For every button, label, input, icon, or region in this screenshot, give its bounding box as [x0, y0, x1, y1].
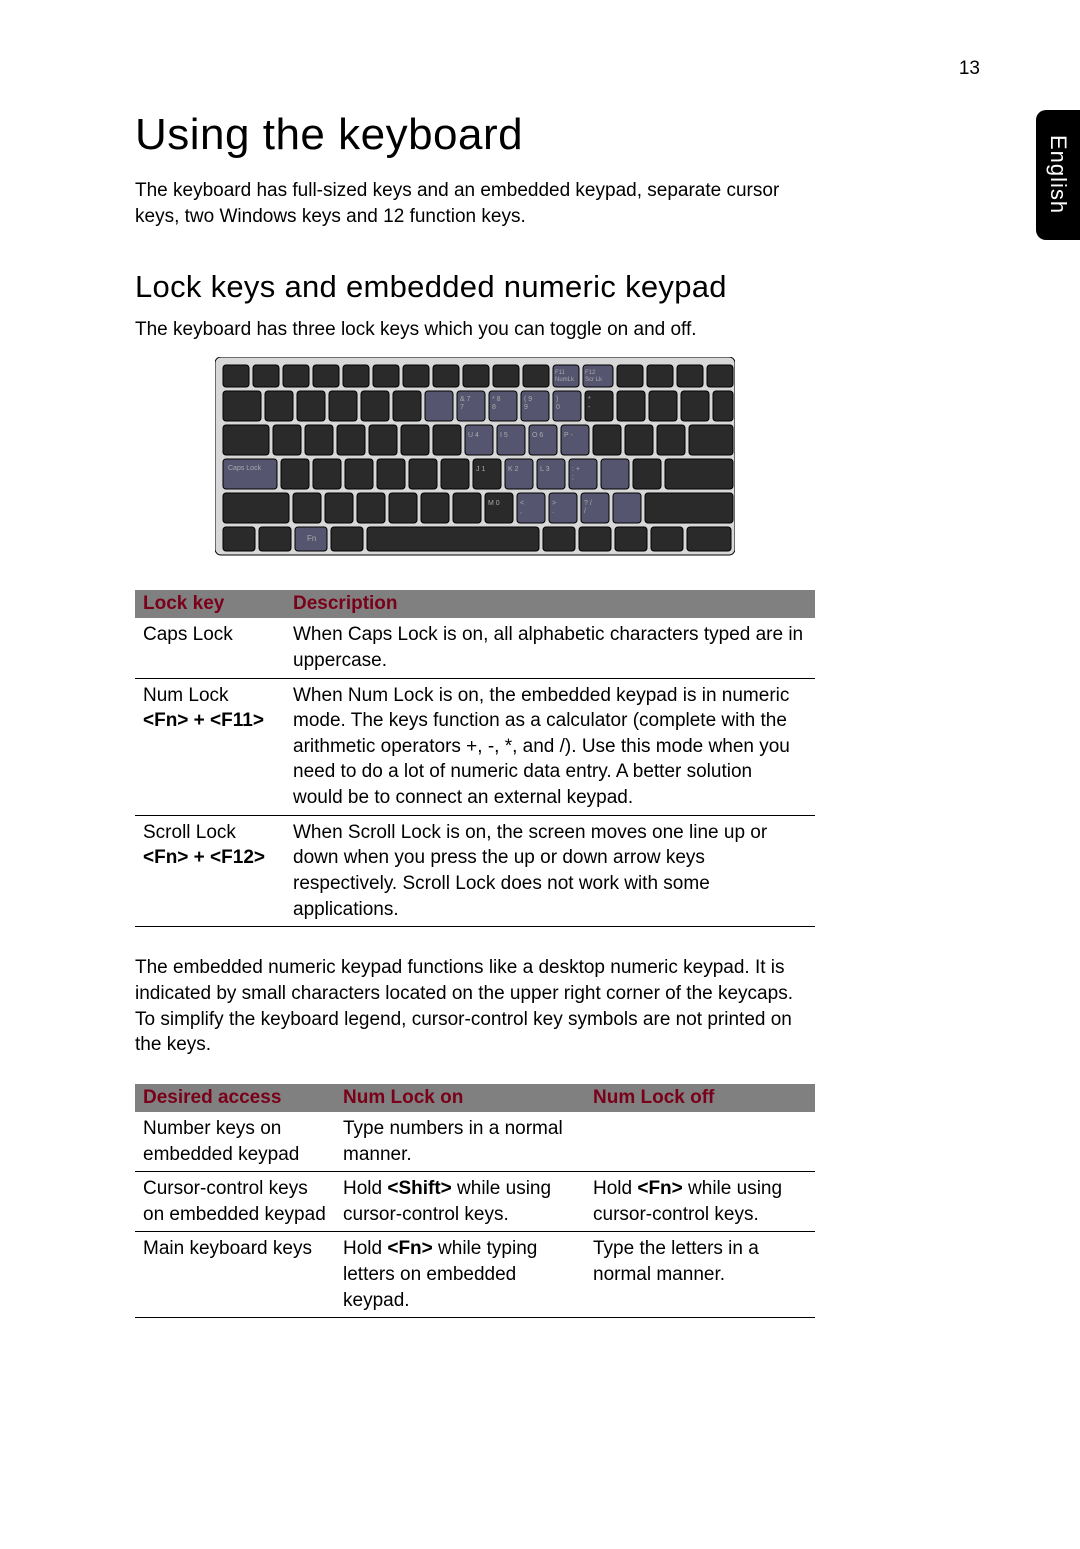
- cell-lock-key: Num Lock <Fn> + <F11>: [135, 678, 285, 815]
- table-header-row: Lock key Description: [135, 590, 815, 618]
- page-number: 13: [959, 58, 980, 80]
- svg-text:0: 0: [556, 404, 560, 411]
- svg-text:9: 9: [524, 404, 528, 411]
- svg-text:Caps Lock: Caps Lock: [228, 465, 262, 472]
- table-row: Main keyboard keys Hold <Fn> while typin…: [135, 1232, 815, 1318]
- header-description: Description: [285, 590, 815, 618]
- svg-text:& 7: & 7: [460, 396, 471, 403]
- svg-text:K 2: K 2: [508, 466, 519, 473]
- svg-text:): ): [556, 396, 558, 403]
- table-row: Number keys on embedded keypad Type numb…: [135, 1112, 815, 1172]
- svg-text:.: .: [552, 508, 554, 515]
- cell-description: When Num Lock is on, the embedded keypad…: [285, 678, 815, 815]
- lock-keys-table: Lock key Description Caps Lock When Caps…: [135, 590, 815, 927]
- svg-text:P -: P -: [564, 432, 573, 439]
- svg-text:*: *: [588, 396, 591, 403]
- section-heading: Lock keys and embedded numeric keypad: [135, 269, 815, 305]
- header-lock-key: Lock key: [135, 590, 285, 618]
- cell-off: Type the letters in a normal manner.: [585, 1232, 815, 1318]
- cell-off: Hold <Fn> while using cursor-control key…: [585, 1172, 815, 1232]
- keyboard-illustration: F11NumLkF12Scr Lk& 77* 88( 99)0*-U 4I 5O…: [215, 357, 735, 562]
- svg-text:8: 8: [492, 404, 496, 411]
- cell-on: Hold <Fn> while typing letters on embedd…: [335, 1232, 585, 1318]
- cell-off: [585, 1112, 815, 1172]
- access-table: Desired access Num Lock on Num Lock off …: [135, 1084, 815, 1318]
- svg-text:O 6: O 6: [532, 432, 543, 439]
- svg-text:<: <: [520, 500, 524, 507]
- svg-text:NumLk: NumLk: [555, 377, 575, 383]
- cell-access: Cursor-control keys on embedded keypad: [135, 1172, 335, 1232]
- cell-access: Number keys on embedded keypad: [135, 1112, 335, 1172]
- table-row: Scroll Lock <Fn> + <F12> When Scroll Loc…: [135, 815, 815, 927]
- svg-text:7: 7: [460, 404, 464, 411]
- svg-text:I 5: I 5: [500, 432, 508, 439]
- table-row: Cursor-control keys on embedded keypad H…: [135, 1172, 815, 1232]
- svg-text:Fn: Fn: [307, 534, 316, 543]
- keypad-paragraph: The embedded numeric keypad functions li…: [135, 955, 815, 1058]
- intro-paragraph: The keyboard has full-sized keys and an …: [135, 178, 815, 229]
- cell-description: When Caps Lock is on, all alphabetic cha…: [285, 618, 815, 678]
- page-title: Using the keyboard: [135, 110, 815, 160]
- svg-text:U 4: U 4: [468, 432, 479, 439]
- header-numlock-on: Num Lock on: [335, 1084, 585, 1112]
- svg-text:F11: F11: [555, 370, 566, 376]
- cell-lock-key: Scroll Lock <Fn> + <F12>: [135, 815, 285, 927]
- table-row: Caps Lock When Caps Lock is on, all alph…: [135, 618, 815, 678]
- header-numlock-off: Num Lock off: [585, 1084, 815, 1112]
- cell-on: Hold <Shift> while using cursor-control …: [335, 1172, 585, 1232]
- svg-text:? /: ? /: [584, 500, 592, 507]
- svg-text:;: ;: [572, 474, 574, 481]
- section-intro: The keyboard has three lock keys which y…: [135, 319, 815, 341]
- svg-text:J 1: J 1: [476, 466, 485, 473]
- table-header-row: Desired access Num Lock on Num Lock off: [135, 1084, 815, 1112]
- svg-text:/: /: [584, 508, 586, 515]
- svg-text:,: ,: [520, 508, 522, 515]
- cell-description: When Scroll Lock is on, the screen moves…: [285, 815, 815, 927]
- svg-text:( 9: ( 9: [524, 396, 532, 403]
- header-desired-access: Desired access: [135, 1084, 335, 1112]
- svg-text:M 0: M 0: [488, 500, 500, 507]
- cell-lock-key: Caps Lock: [135, 618, 285, 678]
- svg-text:: +: : +: [572, 466, 580, 473]
- cell-on: Type numbers in a normal manner.: [335, 1112, 585, 1172]
- cell-access: Main keyboard keys: [135, 1232, 335, 1318]
- language-tab: English: [1036, 110, 1080, 240]
- svg-text:Scr Lk: Scr Lk: [585, 377, 603, 383]
- page-content: Using the keyboard The keyboard has full…: [135, 110, 815, 1346]
- svg-text:L 3: L 3: [540, 466, 550, 473]
- svg-text:>: >: [552, 500, 556, 507]
- svg-text:F12: F12: [585, 370, 596, 376]
- svg-text:* 8: * 8: [492, 396, 501, 403]
- language-tab-label: English: [1045, 135, 1071, 214]
- table-row: Num Lock <Fn> + <F11> When Num Lock is o…: [135, 678, 815, 815]
